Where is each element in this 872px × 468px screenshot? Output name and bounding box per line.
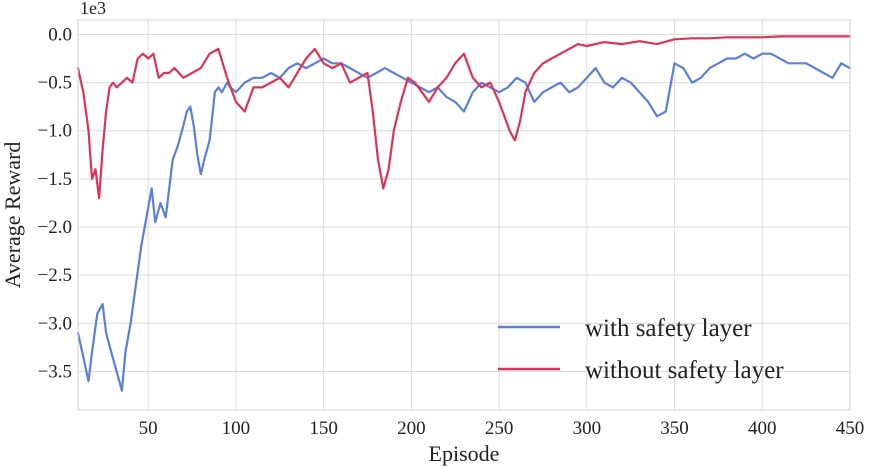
- x-tick-label: 100: [222, 418, 251, 439]
- y-tick-label: −1.0: [38, 121, 72, 142]
- y-axis-label: Average Reward: [0, 142, 25, 289]
- y-tick-label: −1.5: [38, 169, 72, 190]
- plot-frame: [77, 19, 851, 411]
- y-tick-label: 0.0: [48, 24, 72, 45]
- x-axis-label: Episode: [429, 441, 500, 466]
- legend-label-without-safety: without safety layer: [585, 357, 784, 384]
- legend: with safety layer without safety layer: [498, 315, 784, 384]
- series-layer: [76, 35, 852, 392]
- x-tick-labels: 50 100 150 200 250 300 350 400 450: [139, 418, 865, 439]
- y-offset-label: 1e3: [80, 0, 106, 18]
- x-tick-label: 200: [397, 418, 426, 439]
- plot-background: [78, 20, 850, 410]
- y-tick-label: −3.0: [38, 313, 72, 334]
- x-tick-label: 300: [573, 418, 602, 439]
- x-tick-label: 350: [660, 418, 689, 439]
- x-tick-label: 150: [309, 418, 338, 439]
- grid: [78, 20, 851, 410]
- x-tick-label: 50: [139, 418, 158, 439]
- x-tick-label: 400: [748, 418, 777, 439]
- legend-label-with-safety: with safety layer: [585, 315, 752, 342]
- x-tick-label: 250: [485, 418, 514, 439]
- series-line-with-safety: [76, 52, 852, 392]
- y-tick-label: −0.5: [38, 73, 72, 94]
- y-tick-label: −2.5: [38, 265, 72, 286]
- y-tick-label: −3.5: [38, 361, 72, 382]
- y-tick-label: −2.0: [38, 217, 72, 238]
- series-line-without-safety: [76, 35, 852, 200]
- x-tick-label: 450: [836, 418, 865, 439]
- y-tick-labels: 0.0 −0.5 −1.0 −1.5 −2.0 −2.5 −3.0 −3.5: [38, 24, 72, 382]
